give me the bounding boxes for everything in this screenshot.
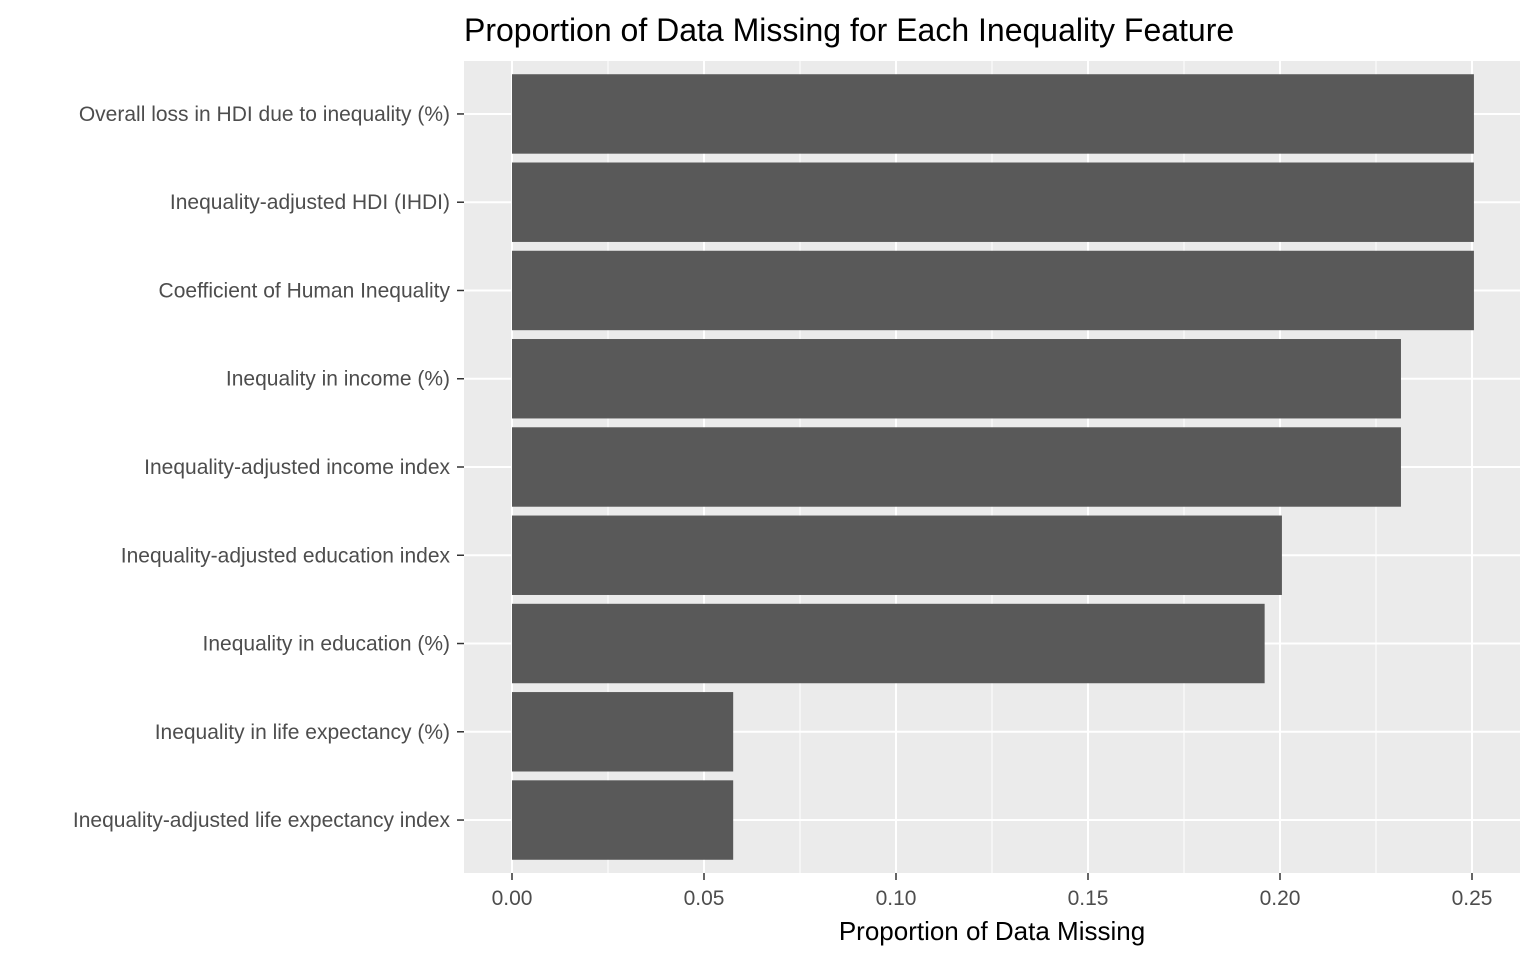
x-axis-title: Proportion of Data Missing xyxy=(839,916,1145,946)
x-tick-label: 0.25 xyxy=(1452,887,1493,910)
y-tick-label: Inequality in life expectancy (%) xyxy=(155,721,450,744)
x-tick-label: 0.20 xyxy=(1260,887,1301,910)
bar xyxy=(512,162,1474,242)
bar xyxy=(512,780,734,860)
bar xyxy=(512,603,1265,684)
y-axis: Overall loss in HDI due to inequality (%… xyxy=(73,103,464,832)
bar xyxy=(512,692,734,772)
bar xyxy=(512,339,1401,419)
bar xyxy=(512,250,1474,331)
y-tick-label: Inequality in education (%) xyxy=(203,633,450,656)
y-tick-label: Inequality-adjusted life expectancy inde… xyxy=(73,809,451,832)
bar xyxy=(512,74,1474,154)
x-tick-label: 0.05 xyxy=(684,887,725,910)
y-tick-label: Inequality-adjusted HDI (IHDI) xyxy=(170,191,450,214)
bar xyxy=(512,427,1401,507)
y-tick-label: Inequality-adjusted education index xyxy=(121,544,451,567)
y-tick-label: Inequality in income (%) xyxy=(226,368,450,391)
x-tick-label: 0.10 xyxy=(876,887,917,910)
chart-title: Proportion of Data Missing for Each Ineq… xyxy=(464,12,1234,48)
x-tick-label: 0.15 xyxy=(1068,887,1109,910)
x-axis: 0.00 0.05 0.10 0.15 0.20 0.25 xyxy=(492,873,1493,910)
bar xyxy=(512,515,1282,595)
bars xyxy=(512,74,1474,860)
y-tick-label: Inequality-adjusted income index xyxy=(144,456,450,479)
y-tick-label: Overall loss in HDI due to inequality (%… xyxy=(79,103,450,126)
y-tick-label: Coefficient of Human Inequality xyxy=(159,279,451,302)
x-tick-label: 0.00 xyxy=(492,887,533,910)
